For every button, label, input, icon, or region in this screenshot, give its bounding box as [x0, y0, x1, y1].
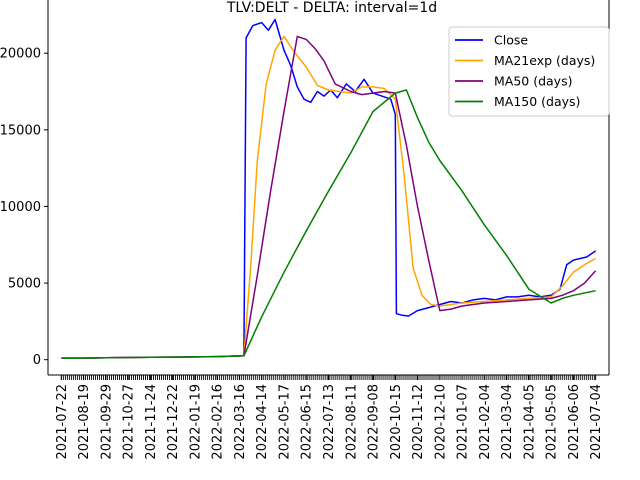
- legend: Close MA21exp (days) MA50 (days) MA150 (day…: [448, 26, 610, 117]
- x-tick-label: 2022-04-14: [255, 384, 270, 460]
- x-tick-label: 2021-10-27: [122, 384, 137, 460]
- x-tick-label: 2022-01-19: [188, 384, 203, 460]
- x-tick-label: 2020-12-10: [433, 384, 448, 460]
- x-tick-label: 2022-03-16: [233, 384, 248, 460]
- x-tick-label: 2021-01-07: [456, 384, 471, 460]
- x-tick-label: 2022-08-11: [344, 384, 359, 460]
- y-tick-label: 0: [33, 353, 41, 368]
- axes: 0 5000 10000 15000 20000 2021-07-22 2021-08-19…: [0, 0, 610, 460]
- y-tick-label: 5000: [8, 277, 41, 292]
- legend-box: [448, 26, 610, 117]
- x-tick-label: 2022-02-16: [211, 384, 226, 460]
- chart-title: TLV:DELT - DELTA: interval=1d: [226, 0, 437, 16]
- y-tick-label: 15000: [0, 123, 41, 138]
- x-tick-label: 2021-03-04: [500, 384, 515, 460]
- x-tick-label: 2020-11-12: [411, 384, 426, 460]
- x-tick-label: 2021-02-04: [478, 384, 493, 460]
- x-tick-label: 2021-09-29: [99, 384, 114, 460]
- legend-label: MA150 (days): [494, 94, 580, 109]
- x-tick-label: 2021-08-19: [77, 384, 92, 460]
- x-tick-label: 2021-04-05: [522, 384, 537, 460]
- x-tick-label: 2022-09-08: [367, 384, 382, 460]
- y-tick-label: 10000: [0, 200, 41, 215]
- y-tick-label: 20000: [0, 47, 41, 62]
- x-tick-label: 2021-07-22: [55, 384, 70, 460]
- x-tick-label: 2021-12-22: [166, 384, 181, 460]
- x-tick-label: 2021-07-04: [589, 384, 604, 460]
- plot-area: [61, 18, 597, 359]
- legend-label: Close: [494, 33, 528, 48]
- x-tick-label: 2022-07-13: [322, 384, 337, 460]
- x-tick-label: 2020-10-15: [389, 384, 404, 460]
- legend-label: MA21exp (days): [494, 53, 595, 68]
- legend-label: MA50 (days): [494, 74, 572, 89]
- x-tick-label: 2021-05-05: [545, 384, 560, 460]
- series-line-3: [61, 89, 596, 359]
- x-tick-label: 2022-06-15: [300, 384, 315, 460]
- x-tick-label: 2021-06-06: [567, 384, 582, 460]
- x-tick-label: 2022-05-17: [277, 384, 292, 460]
- x-tick-label: 2021-11-24: [144, 384, 159, 460]
